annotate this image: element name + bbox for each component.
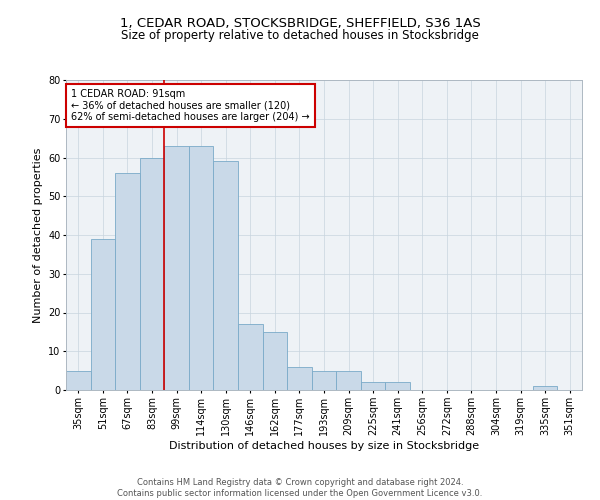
Bar — [214, 162, 238, 390]
Text: Size of property relative to detached houses in Stocksbridge: Size of property relative to detached ho… — [121, 29, 479, 42]
Bar — [140, 158, 164, 390]
Bar — [361, 382, 385, 390]
Bar — [238, 324, 263, 390]
Text: 1 CEDAR ROAD: 91sqm
← 36% of detached houses are smaller (120)
62% of semi-detac: 1 CEDAR ROAD: 91sqm ← 36% of detached ho… — [71, 90, 310, 122]
Text: Contains HM Land Registry data © Crown copyright and database right 2024.
Contai: Contains HM Land Registry data © Crown c… — [118, 478, 482, 498]
Bar — [164, 146, 189, 390]
X-axis label: Distribution of detached houses by size in Stocksbridge: Distribution of detached houses by size … — [169, 440, 479, 450]
Bar — [336, 370, 361, 390]
Bar — [263, 332, 287, 390]
Bar — [533, 386, 557, 390]
Bar — [312, 370, 336, 390]
Bar — [287, 367, 312, 390]
Bar — [385, 382, 410, 390]
Y-axis label: Number of detached properties: Number of detached properties — [32, 148, 43, 322]
Bar — [66, 370, 91, 390]
Bar — [115, 173, 140, 390]
Bar — [189, 146, 214, 390]
Bar — [91, 239, 115, 390]
Text: 1, CEDAR ROAD, STOCKSBRIDGE, SHEFFIELD, S36 1AS: 1, CEDAR ROAD, STOCKSBRIDGE, SHEFFIELD, … — [119, 18, 481, 30]
